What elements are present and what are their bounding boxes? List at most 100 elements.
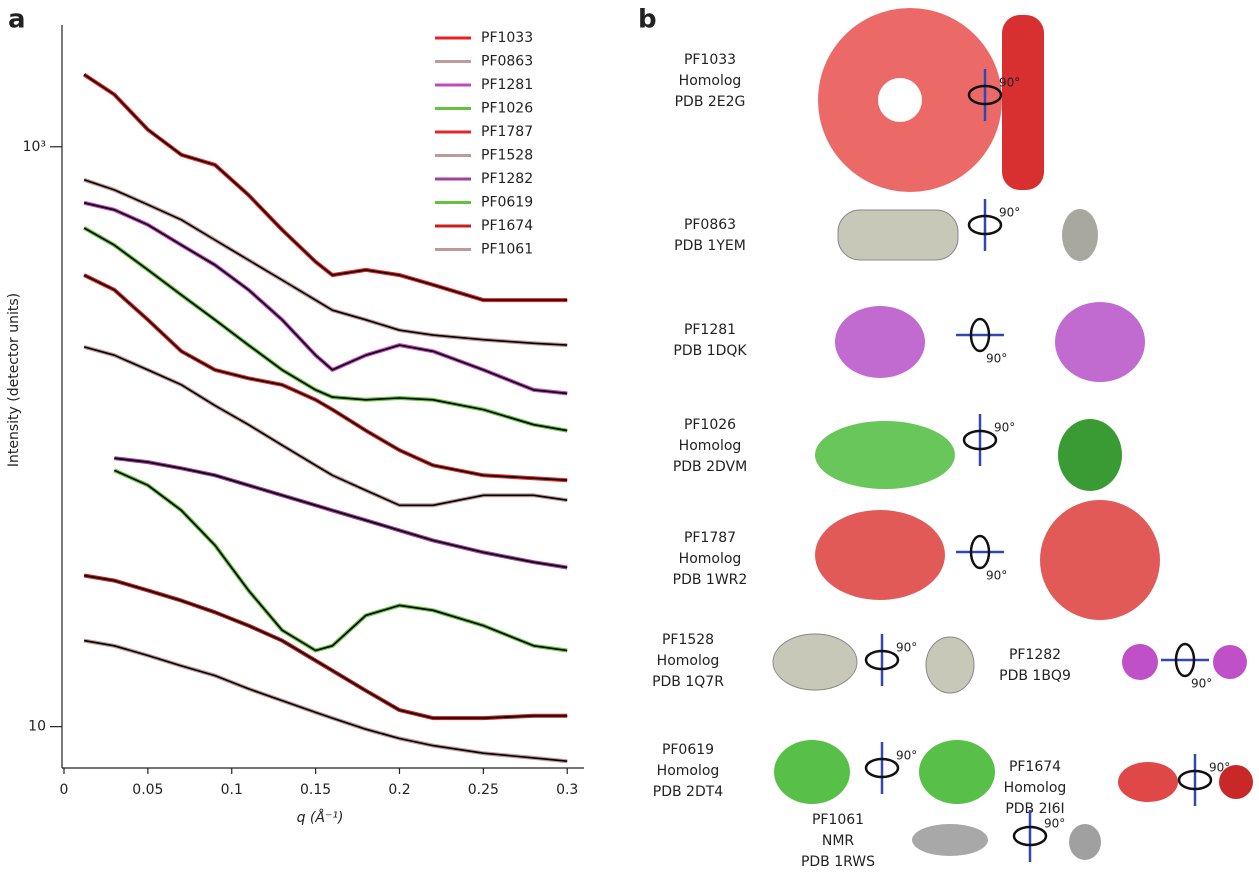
structure [774,740,850,804]
structure-label: PDB 1YEM [674,238,746,254]
structure-label: PF1281 [684,322,736,338]
rotation-label: 90° [1191,677,1212,691]
structure-label: PF1282 [1009,647,1061,663]
y-axis-label: Intensity (detector units) [6,293,22,467]
rotation-arrow [864,649,900,671]
structures [772,8,1253,860]
rotation-label: 90° [994,421,1015,435]
structure-label: PF1787 [684,530,736,546]
structure [925,636,975,694]
legend-label: PF1026 [481,101,533,117]
x-tick-label: 0.25 [468,782,499,798]
structure-label: PF1061 [812,812,864,828]
structure [1002,15,1044,190]
structure [1213,645,1247,679]
structure-label: Homolog [657,763,720,779]
structure-label: Homolog [657,653,720,669]
rotation-arrow [969,317,991,353]
structure [919,740,995,804]
x-tick-label: 0.05 [132,782,163,798]
structure-label: Homolog [679,73,742,89]
x-axis-label: q (Å⁻¹) [297,809,344,826]
rotation-arrow [967,214,1003,236]
structure-label: PDB 2E2G [675,94,746,110]
structure [815,510,945,600]
rotation-arrow [1174,642,1196,678]
structure [912,824,988,856]
data-line [83,344,568,508]
fit-line [114,457,568,569]
rotation-arrow [967,84,1003,106]
structure-label: PF1674 [1009,759,1061,775]
structure [1118,762,1178,802]
legend-label: PF1282 [481,171,533,187]
rotation-label: 90° [999,206,1020,220]
structure [772,633,858,691]
structure [1058,419,1122,491]
legend-label: PF1787 [481,124,533,140]
x-tick-label: 0.2 [388,782,410,798]
fit-line [83,202,568,395]
structure [1122,644,1158,680]
structure-label: PDB 1WR2 [673,572,748,588]
fit-line [83,73,568,301]
structure [815,421,955,489]
structure-label: PDB 2DVM [673,459,747,475]
structure-pore [878,78,922,122]
rotation-arrow [969,534,991,570]
legend-label: PF0863 [481,54,533,70]
y-tick-label: 10³ [23,139,46,155]
structure-label: PF1026 [684,417,736,433]
structure-label: PDB 2DT4 [653,784,724,800]
structure [1040,500,1160,620]
structure [1219,765,1253,799]
rotation-arrow [1012,825,1048,847]
rotation-label: 90° [986,569,1007,583]
rotation-label: 90° [986,352,1007,366]
panel-label: a [8,5,26,35]
x-tick-label: 0.1 [221,782,243,798]
structure [1062,209,1098,261]
data-line [113,468,568,653]
legend-label: PF1674 [481,218,533,234]
fit-line [113,469,568,652]
panel-label: b [638,5,657,35]
structure-label: Homolog [1004,780,1067,796]
x-tick-label: 0 [60,782,69,798]
structure [835,306,925,378]
rotation-arrow [864,757,900,779]
legend-label: PF1281 [481,77,533,93]
rotation-arrow [1177,769,1213,791]
structure-label: PF1033 [684,52,736,68]
x-tick-label: 0.15 [300,782,331,798]
structure-label: PF1528 [662,632,714,648]
structure-label: Homolog [679,438,742,454]
structure-label: Homolog [679,551,742,567]
structure [1069,824,1101,860]
legend-label: PF0619 [481,195,533,211]
rotation-label: 90° [896,749,917,763]
fit-line [83,274,568,481]
structure-label: PF0619 [662,742,714,758]
rotation-label: 90° [896,641,917,655]
fit-line [83,227,568,432]
rotation-arrow [962,429,998,451]
structure [837,209,959,261]
fit-line [83,179,568,346]
rotation-label: 90° [999,76,1020,90]
structure-label: PDB 2I6I [1005,801,1064,817]
legend-label: PF1528 [481,148,533,164]
fit-line [83,574,568,719]
fit-line [83,639,568,762]
structure-label: PF0863 [684,217,736,233]
structure [1055,302,1145,382]
rotation-label: 90° [1209,761,1230,775]
legend-label: PF1061 [481,242,533,258]
structure-label: PDB 1RWS [801,854,875,870]
structure-label: NMR [822,833,855,849]
x-tick-label: 0.3 [556,782,578,798]
rotation-label: 90° [1044,817,1065,831]
structure-label: PDB 1DQK [673,343,747,359]
y-tick-label: 10 [28,719,46,735]
